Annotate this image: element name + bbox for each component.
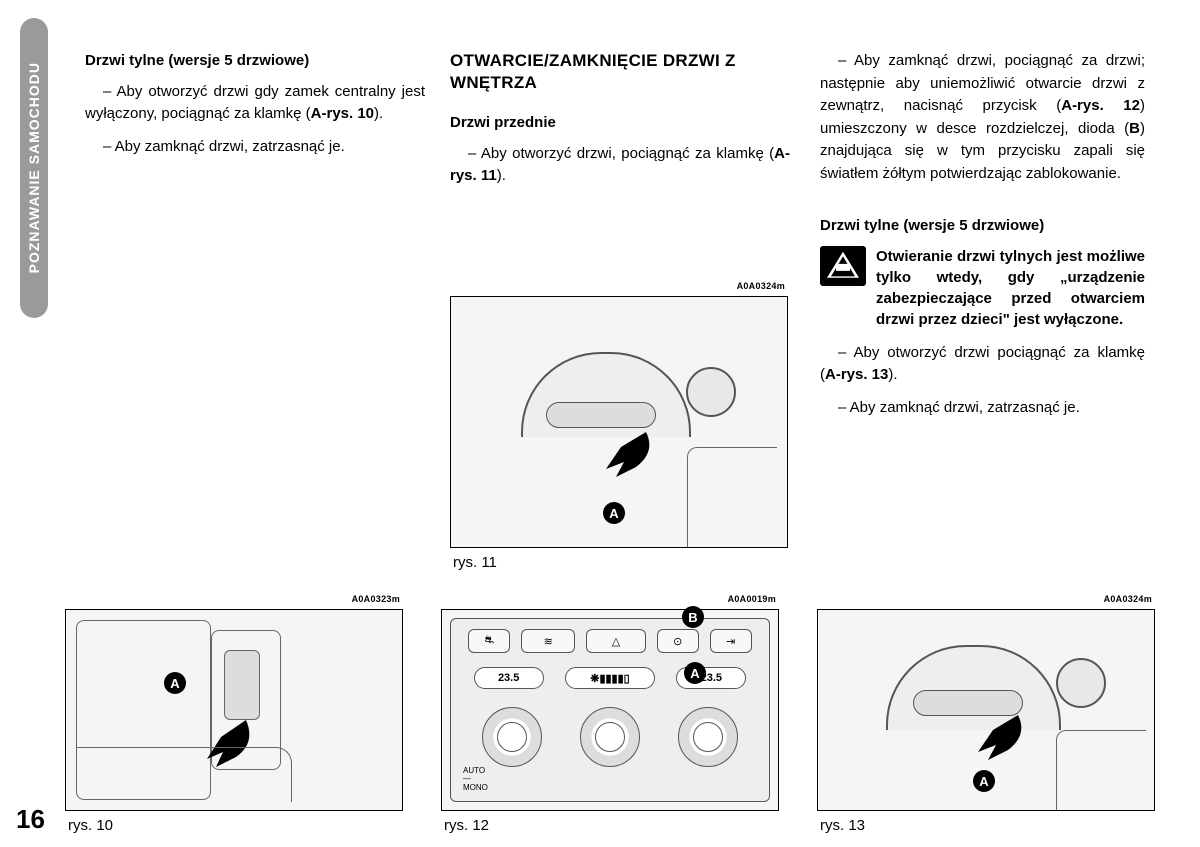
fig11-marker-a: A [603,502,625,524]
col1-p2: – Aby zamknąć drzwi, zatrzasnąć je. [85,136,425,159]
col3-p2: – Aby otworzyć drzwi pociągnąć za klamkę… [820,342,1145,387]
col3-p2-c: ). [888,366,897,383]
col1-p1-c: ). [374,105,383,122]
page-number: 16 [16,804,45,835]
warning-icon [820,246,866,286]
figure-12: A0A0019m ⛐ ≋ △ ⊙ ⇥ 23.5 ❋▮▮▮▮▯ 23.5 AUTO… [441,609,779,811]
col3-p1: – Aby zamknąć drzwi, pociągnąć za drzwi;… [820,50,1145,185]
dash-temp-left: 23.5 [474,667,544,689]
fig11-code: A0A0324m [737,281,785,291]
column-left: Drzwi tylne (wersje 5 drzwiowe) – Aby ot… [85,50,425,168]
fig13-marker-a: A [973,770,995,792]
fig10-caption: rys. 10 [68,817,113,834]
col1-p1: – Aby otworzyć drzwi gdy zamek centralny… [85,81,425,126]
figure-11: A0A0324m A rys. 11 [450,296,788,548]
column-middle: OTWARCIE/ZAMKNIĘCIE DRZWI Z WNĘTRZA Drzw… [450,50,790,198]
fig12-caption: rys. 12 [444,817,489,834]
fig10-code: A0A0323m [352,594,400,604]
fig13-code: A0A0324m [1104,594,1152,604]
col2-title: OTWARCIE/ZAMKNIĘCIE DRZWI Z WNĘTRZA [450,50,790,94]
col3-heading: Drzwi tylne (wersje 5 drzwiowe) [820,215,1145,238]
col3-p1-d: B [1129,120,1140,137]
warning-box: Otwieranie drzwi tylnych jest możliwe ty… [820,246,1145,330]
fig10-marker-a: A [164,672,186,694]
side-tab-label: POZNAWANIE SAMOCHODU [26,62,42,273]
col3-p3: – Aby zamknąć drzwi, zatrzasnąć je. [820,397,1145,420]
col2-p1-a: – Aby otworzyć drzwi, pociągnąć za klamk… [468,145,774,162]
col3-p1-b: A-rys. 12 [1061,97,1140,114]
col2-p1-c: ). [497,167,506,184]
fig12-marker-a: A [684,662,706,684]
fig13-caption: rys. 13 [820,817,865,834]
warning-text: Otwieranie drzwi tylnych jest możliwe ty… [876,246,1145,330]
col2-p1: – Aby otworzyć drzwi, pociągnąć za klamk… [450,143,790,188]
col1-p1-b: A-rys. 10 [311,105,374,122]
fig10-illustration [66,610,402,810]
column-right: – Aby zamknąć drzwi, pociągnąć za drzwi;… [820,50,1145,429]
fig12-illustration: ⛐ ≋ △ ⊙ ⇥ 23.5 ❋▮▮▮▮▯ 23.5 AUTO—MONO [442,610,778,810]
fig11-caption: rys. 11 [453,554,497,571]
fig12-marker-b: B [682,606,704,628]
fig12-code: A0A0019m [728,594,776,604]
col2-heading: Drzwi przednie [450,112,790,135]
col3-p2-b: A-rys. 13 [825,366,888,383]
side-tab: POZNAWANIE SAMOCHODU [20,18,48,318]
figure-13: A0A0324m A rys. 13 [817,609,1155,811]
col1-heading: Drzwi tylne (wersje 5 drzwiowe) [85,50,425,73]
figure-10: A0A0323m A rys. 10 [65,609,403,811]
